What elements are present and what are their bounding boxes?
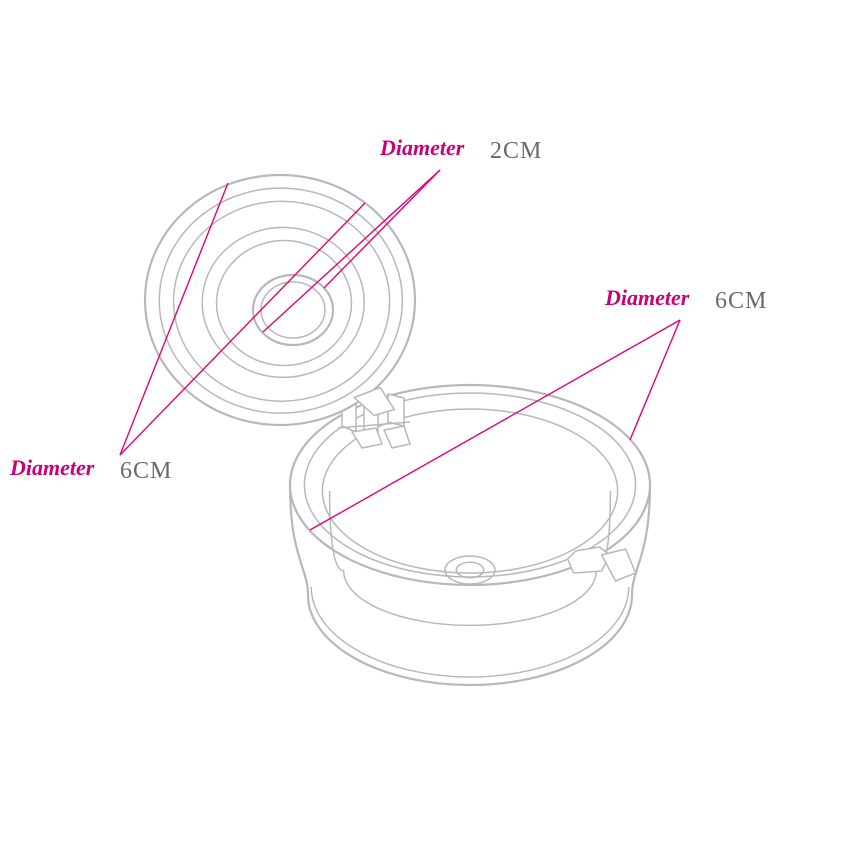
dimension-label: Diameter bbox=[9, 455, 95, 480]
dimension-value: 6CM bbox=[120, 458, 172, 484]
dimension-label: Diameter bbox=[604, 285, 690, 310]
dimension-value: 6CM bbox=[715, 288, 767, 314]
dimension-value: 2CM bbox=[490, 138, 542, 164]
dimension-label: Diameter bbox=[379, 135, 465, 160]
base-cup bbox=[290, 385, 650, 685]
